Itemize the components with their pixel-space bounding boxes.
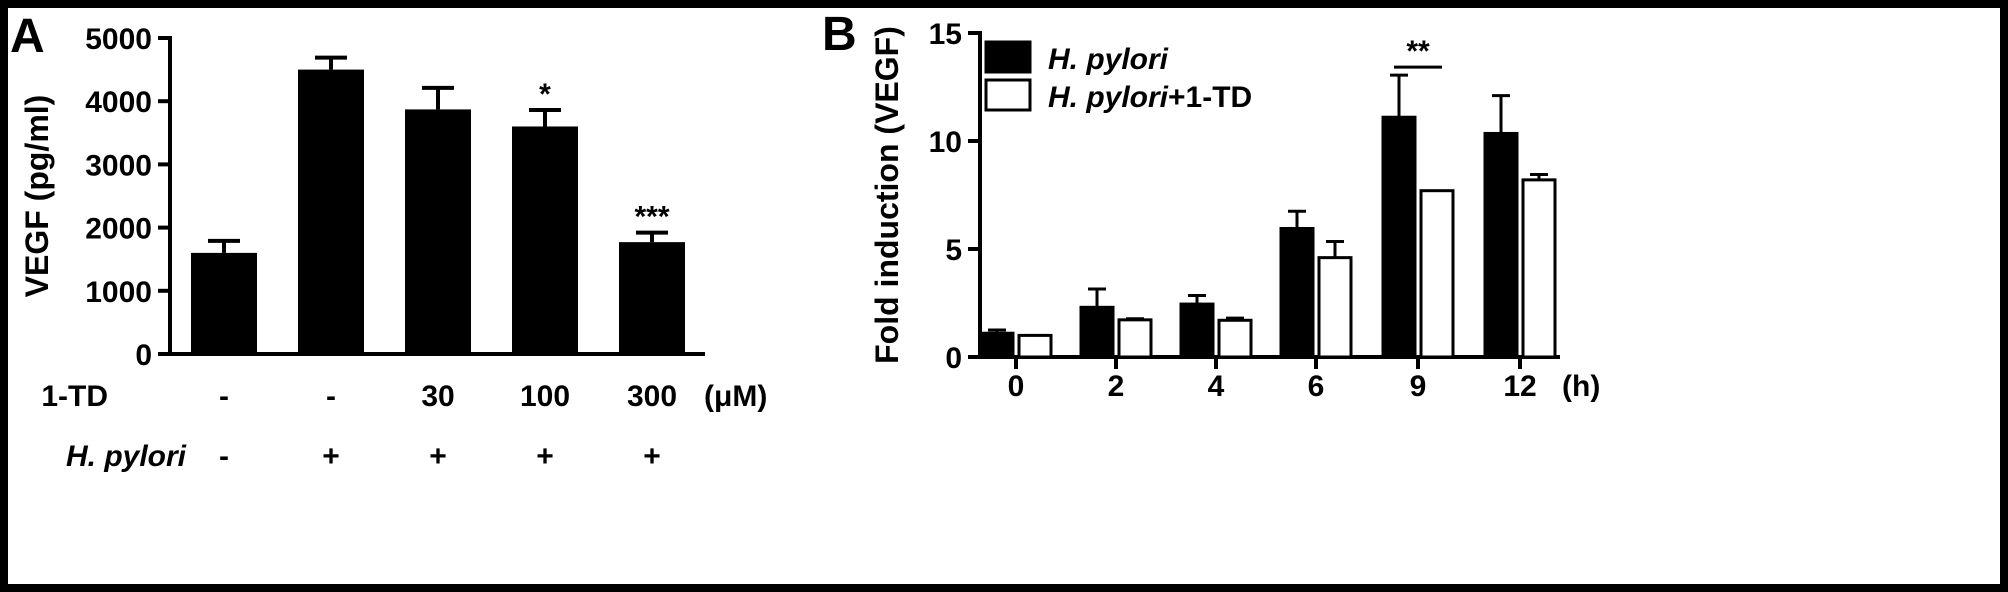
y-tick-label-a: 1000 <box>85 276 152 309</box>
row-unit-a: (μM) <box>704 380 767 413</box>
row-value-a: + <box>643 440 661 473</box>
bar-b-2-3 <box>1217 318 1253 359</box>
significance-a: * <box>539 78 551 111</box>
legend-swatch-b-1 <box>984 40 1032 74</box>
row-value-a: 100 <box>520 380 570 413</box>
bar-a-1 <box>191 252 257 354</box>
legend-swatch-b-2 <box>984 78 1032 112</box>
x-tick-label-b: 2 <box>1108 370 1125 403</box>
row-value-a: + <box>536 440 554 473</box>
panel-label-a: A <box>10 10 45 63</box>
y-tick-label-a: 0 <box>135 339 152 372</box>
y-tick-label-b: 0 <box>945 342 962 375</box>
row-value-a: - <box>219 440 229 473</box>
y-axis-label-a: VEGF (pg/ml) <box>19 95 55 298</box>
bar-b-1-1 <box>979 331 1015 359</box>
bar-b-2-4 <box>1317 256 1353 359</box>
bar-b-2-1 <box>1017 333 1053 359</box>
y-tick-label-a: 2000 <box>85 213 152 246</box>
y-tick-label-a: 5000 <box>85 23 152 56</box>
row-value-a: + <box>322 440 340 473</box>
row-value-a: 30 <box>421 380 454 413</box>
bar-b-1-3 <box>1179 302 1215 359</box>
legend-entry-plain: +1-TD <box>1168 81 1252 114</box>
y-tick-label-b: 15 <box>929 18 962 51</box>
bar-b-1-4 <box>1279 226 1315 359</box>
bar-b-1-5 <box>1381 115 1417 359</box>
y-tick-label-a: 3000 <box>85 149 152 182</box>
row-label-a: 1-TD <box>41 380 108 413</box>
y-axis-label-b: Fold induction (VEGF) <box>869 26 905 364</box>
bar-a-2 <box>298 69 364 354</box>
row-value-a: + <box>429 440 447 473</box>
bar-b-2-6 <box>1521 178 1557 359</box>
significance-b: ** <box>1406 35 1430 68</box>
x-tick-label-b: 0 <box>1008 370 1025 403</box>
legend-entry-italic: H. pylori <box>1048 81 1169 114</box>
row-label-a: H. pylori <box>66 440 187 473</box>
bar-b-1-2 <box>1079 305 1115 359</box>
x-tick-label-b: 9 <box>1410 370 1427 403</box>
x-tick-label-b: 6 <box>1308 370 1325 403</box>
significance-a: *** <box>634 201 669 234</box>
row-value-a: 300 <box>627 380 677 413</box>
legend-entry-b-2: H. pylori+1-TD <box>1048 81 1252 114</box>
x-tick-label-b: 12 <box>1503 370 1536 403</box>
bar-b-1-6 <box>1483 131 1519 359</box>
row-value-a: - <box>219 380 229 413</box>
bar-b-2-2 <box>1117 318 1153 359</box>
y-tick-label-b: 5 <box>945 234 962 267</box>
legend-entry-b-1: H. pylori <box>1048 43 1169 76</box>
bar-a-4 <box>512 126 578 354</box>
bar-a-5 <box>619 242 685 354</box>
x-axis-unit-b: (h) <box>1562 370 1600 403</box>
y-tick-label-a: 4000 <box>85 86 152 119</box>
panel-b: B Fold induction (VEGF) 0 5 10 15 0 2 4 6 9 12 (h) **… <box>822 8 1600 403</box>
panel-label-b: B <box>822 8 857 61</box>
bar-b-2-5 <box>1419 189 1455 359</box>
row-value-a: - <box>326 380 336 413</box>
x-tick-label-b: 4 <box>1208 370 1225 403</box>
legend-entry-italic: H. pylori <box>1048 43 1169 76</box>
y-tick-label-b: 10 <box>929 126 962 159</box>
bar-a-3 <box>405 109 471 354</box>
